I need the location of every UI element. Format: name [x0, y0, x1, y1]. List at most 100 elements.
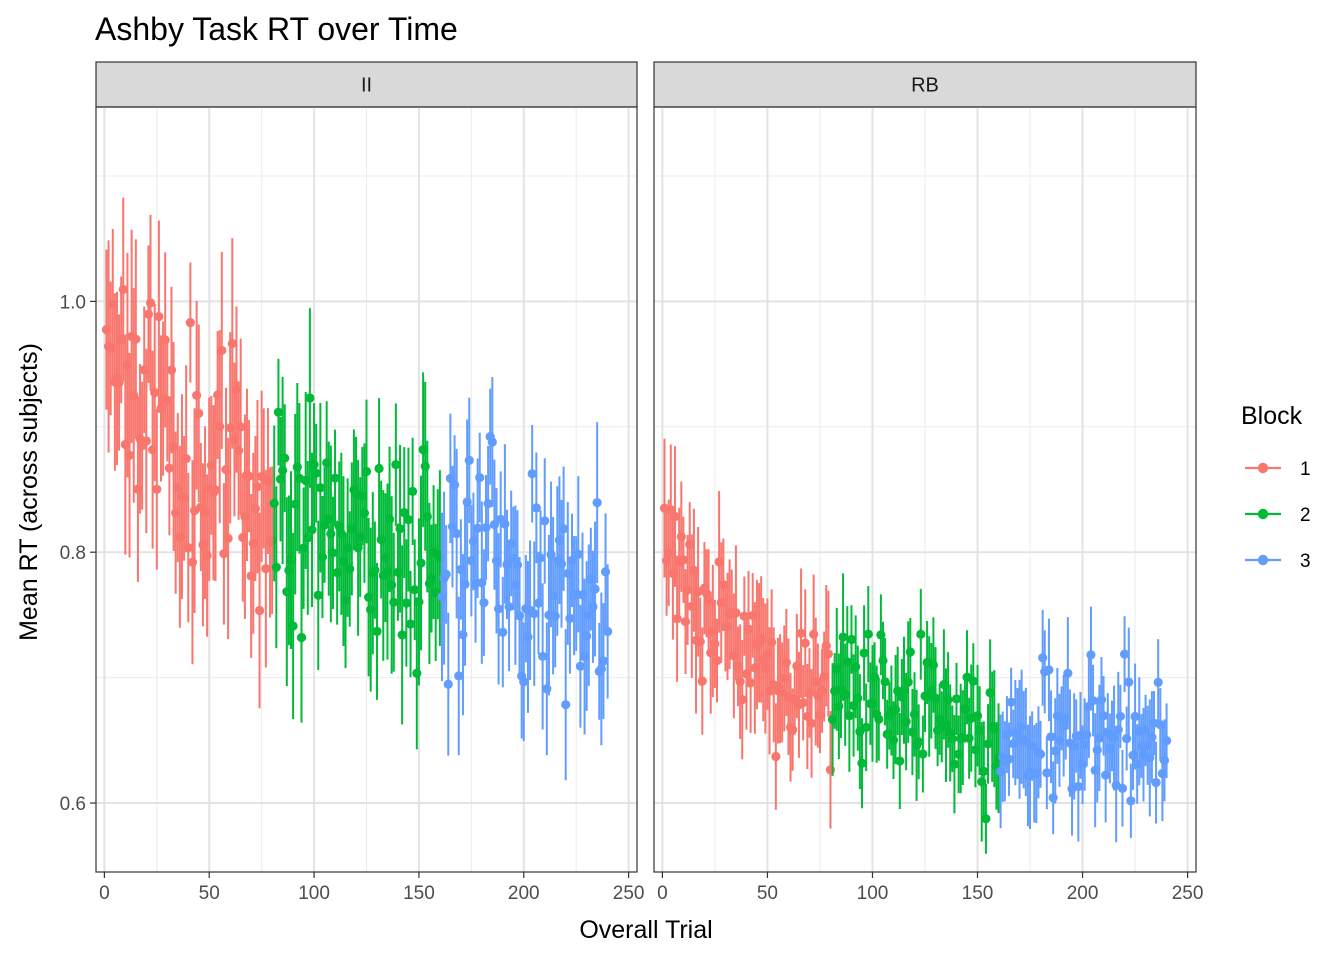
data-point: [914, 737, 924, 747]
data-point: [271, 562, 281, 572]
data-point: [1117, 783, 1128, 793]
data-point: [374, 463, 384, 474]
data-point: [359, 508, 370, 518]
facet-strip-rb: [653, 61, 1197, 108]
data-point: [878, 655, 888, 666]
data-point: [166, 365, 177, 375]
panel-border-ii: [95, 106, 638, 873]
data-point: [710, 639, 720, 649]
data-point: [1006, 697, 1016, 707]
data-point: [361, 466, 372, 477]
data-point: [1159, 755, 1170, 765]
data-point: [683, 585, 693, 595]
data-point: [851, 662, 861, 672]
data-point: [979, 766, 989, 776]
data-point: [403, 515, 414, 525]
data-marks-rb: [659, 438, 1172, 854]
data-point: [672, 614, 682, 624]
data-point: [678, 555, 689, 565]
data-point: [590, 584, 600, 594]
data-point: [504, 602, 514, 612]
data-point: [523, 632, 533, 642]
data-point: [1161, 736, 1172, 746]
data-point: [596, 664, 606, 674]
data-point: [575, 661, 585, 671]
data-point: [573, 549, 583, 559]
data-point: [800, 638, 810, 648]
legend-label: 2: [1300, 505, 1311, 526]
data-point: [1130, 711, 1140, 722]
data-point: [164, 463, 174, 473]
data-point: [223, 533, 233, 543]
data-point: [968, 676, 978, 686]
data-point: [1126, 796, 1136, 806]
data-point: [888, 735, 899, 745]
data-point: [825, 765, 836, 775]
data-point: [384, 514, 395, 524]
data-point: [412, 668, 422, 678]
data-point: [313, 590, 323, 600]
data-point: [901, 717, 911, 727]
data-point: [236, 422, 246, 432]
x-axis-rb: 0 50 100 150 200 250: [657, 872, 1203, 904]
data-point: [735, 676, 745, 687]
data-point: [498, 627, 508, 637]
data-point: [311, 468, 321, 478]
data-point: [454, 671, 464, 681]
legend-key-point: [1257, 554, 1269, 566]
data-point: [464, 455, 474, 465]
x-tick-label: 50: [199, 883, 220, 904]
data-point: [387, 580, 397, 590]
data-point: [194, 408, 204, 418]
data-point: [202, 550, 212, 561]
data-point: [582, 631, 592, 641]
data-point: [1048, 793, 1058, 803]
data-point: [475, 473, 485, 483]
data-point: [559, 524, 569, 534]
data-point: [1088, 695, 1098, 706]
data-point: [512, 560, 523, 570]
data-point: [210, 485, 221, 495]
data-point: [949, 759, 960, 769]
facet-label-rb: RB: [911, 75, 939, 97]
data-point: [269, 498, 279, 509]
data-point: [1086, 650, 1096, 660]
data-point: [859, 648, 869, 658]
x-tick-label: 150: [403, 883, 435, 904]
x-tick-label: 100: [298, 883, 330, 904]
legend-label: 1: [1300, 459, 1311, 480]
data-point: [951, 694, 962, 704]
data-point: [280, 453, 290, 463]
data-point: [561, 700, 571, 710]
data-point: [479, 598, 489, 608]
data-point: [452, 528, 462, 539]
data-point: [531, 503, 541, 513]
data-point: [1082, 730, 1092, 740]
data-point: [1119, 649, 1130, 659]
data-point: [118, 284, 128, 295]
data-point: [278, 465, 288, 476]
data-point: [890, 704, 901, 715]
data-point: [527, 469, 537, 479]
y-tick-label: 0.8: [60, 543, 86, 564]
data-point: [981, 814, 991, 824]
data-point: [416, 558, 426, 568]
data-point: [399, 507, 409, 518]
data-point: [844, 711, 854, 721]
data-point: [972, 711, 983, 721]
data-point: [519, 677, 529, 687]
data-point: [796, 628, 806, 638]
data-point: [928, 660, 939, 670]
data-point: [943, 695, 953, 705]
data-point: [449, 480, 460, 490]
data-point: [481, 522, 491, 533]
data-point: [588, 602, 598, 612]
data-point: [1092, 745, 1102, 755]
data-point: [916, 629, 926, 639]
data-point: [473, 523, 483, 533]
x-tick-label: 150: [962, 883, 994, 904]
x-axis-ii: 0 50 100 150 200 250: [99, 872, 644, 904]
data-point: [712, 655, 722, 666]
data-point: [315, 483, 325, 493]
